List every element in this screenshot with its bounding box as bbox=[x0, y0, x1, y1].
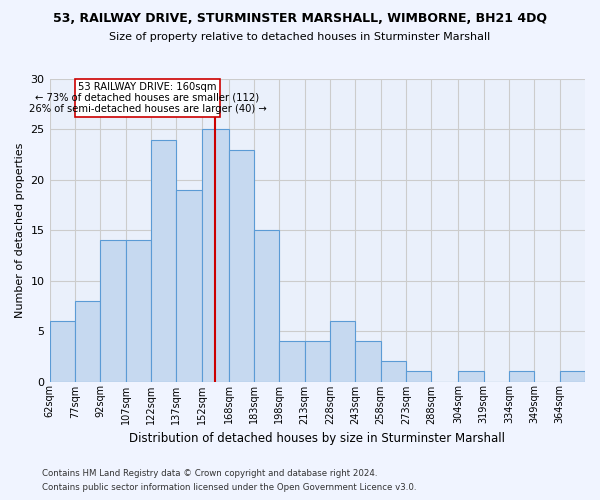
Bar bbox=[176, 190, 202, 382]
Bar bbox=[151, 140, 176, 382]
Bar bbox=[380, 362, 406, 382]
Bar bbox=[305, 341, 330, 382]
Bar bbox=[229, 150, 254, 382]
Text: 26% of semi-detached houses are larger (40) →: 26% of semi-detached houses are larger (… bbox=[29, 104, 266, 114]
Bar bbox=[355, 341, 380, 382]
Y-axis label: Number of detached properties: Number of detached properties bbox=[15, 142, 25, 318]
X-axis label: Distribution of detached houses by size in Sturminster Marshall: Distribution of detached houses by size … bbox=[129, 432, 505, 445]
Text: Contains HM Land Registry data © Crown copyright and database right 2024.: Contains HM Land Registry data © Crown c… bbox=[42, 468, 377, 477]
Text: 53 RAILWAY DRIVE: 160sqm: 53 RAILWAY DRIVE: 160sqm bbox=[78, 82, 217, 92]
Bar bbox=[279, 341, 305, 382]
Bar bbox=[75, 301, 100, 382]
Text: 53, RAILWAY DRIVE, STURMINSTER MARSHALL, WIMBORNE, BH21 4DQ: 53, RAILWAY DRIVE, STURMINSTER MARSHALL,… bbox=[53, 12, 547, 26]
Bar bbox=[560, 372, 585, 382]
Bar bbox=[406, 372, 431, 382]
Text: Contains public sector information licensed under the Open Government Licence v3: Contains public sector information licen… bbox=[42, 484, 416, 492]
Bar bbox=[202, 130, 229, 382]
Bar bbox=[75, 79, 220, 118]
Text: ← 73% of detached houses are smaller (112): ← 73% of detached houses are smaller (11… bbox=[35, 93, 260, 103]
Bar bbox=[254, 230, 279, 382]
Bar bbox=[458, 372, 484, 382]
Bar bbox=[100, 240, 125, 382]
Bar bbox=[50, 321, 75, 382]
Bar bbox=[125, 240, 151, 382]
Text: Size of property relative to detached houses in Sturminster Marshall: Size of property relative to detached ho… bbox=[109, 32, 491, 42]
Bar bbox=[509, 372, 535, 382]
Bar bbox=[330, 321, 355, 382]
